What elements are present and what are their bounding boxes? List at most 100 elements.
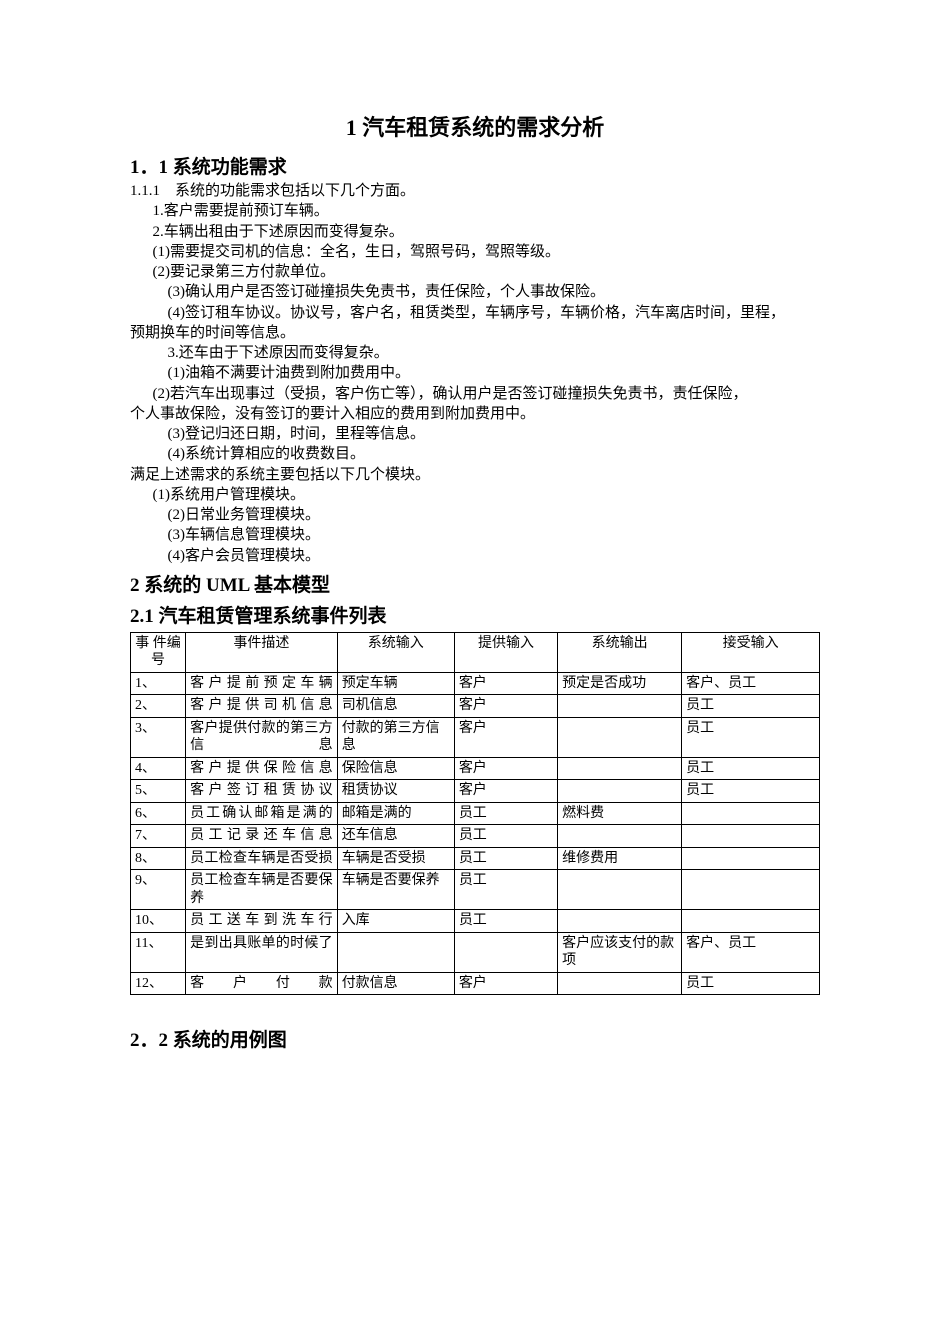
table-cell bbox=[558, 825, 682, 848]
table-cell: 员工 bbox=[682, 695, 820, 718]
section-2-1-heading: 2.1 汽车租赁管理系统事件列表 bbox=[130, 601, 820, 628]
req-line: (1)油箱不满要计油费到附加费用中。 bbox=[130, 363, 820, 383]
table-row: 3、客户提供付款的第三方信息付款的第三方信息客户员工 bbox=[131, 717, 820, 757]
col-header: 接受输入 bbox=[682, 632, 820, 672]
col-header: 提供输入 bbox=[454, 632, 557, 672]
req-line: 2.车辆出租由于下述原因而变得复杂。 bbox=[130, 222, 820, 242]
table-cell: 客户 bbox=[454, 717, 557, 757]
req-line: (1)需要提交司机的信息：全名，生日，驾照号码，驾照等级。 bbox=[130, 242, 820, 262]
req-line: (3)车辆信息管理模块。 bbox=[130, 525, 820, 545]
table-cell: 2、 bbox=[131, 695, 186, 718]
table-row: 6、员工确认邮箱是满的邮箱是满的员工燃料费 bbox=[131, 802, 820, 825]
col-header: 系统输入 bbox=[337, 632, 454, 672]
req-line: 3.还车由于下述原因而变得复杂。 bbox=[130, 343, 820, 363]
table-cell bbox=[558, 870, 682, 910]
table-cell: 司机信息 bbox=[337, 695, 454, 718]
table-cell: 员工 bbox=[454, 802, 557, 825]
section-1-1-heading: 1．1 系统功能需求 bbox=[130, 152, 820, 179]
req-line: 满足上述需求的系统主要包括以下几个模块。 bbox=[130, 465, 820, 485]
table-row: 2、客户提供司机信息司机信息客户 员工 bbox=[131, 695, 820, 718]
table-cell: 员工 bbox=[454, 910, 557, 933]
req-line: (4)客户会员管理模块。 bbox=[130, 546, 820, 566]
table-cell: 维修费用 bbox=[558, 847, 682, 870]
col-header: 系统输出 bbox=[558, 632, 682, 672]
col-header: 事 件编号 bbox=[131, 632, 186, 672]
table-cell: 还车信息 bbox=[337, 825, 454, 848]
table-cell bbox=[558, 972, 682, 995]
table-cell: 员工 bbox=[682, 780, 820, 803]
event-table: 事 件编号 事件描述 系统输入 提供输入 系统输出 接受输入 1、客户提前预定车… bbox=[130, 632, 820, 996]
table-cell: 8、 bbox=[131, 847, 186, 870]
table-cell: 员工送车到洗车行 bbox=[186, 910, 338, 933]
req-line: 个人事故保险，没有签订的要计入相应的费用到附加费用中。 bbox=[130, 404, 820, 424]
table-cell bbox=[682, 870, 820, 910]
req-line: (1)系统用户管理模块。 bbox=[130, 485, 820, 505]
table-cell: 3、 bbox=[131, 717, 186, 757]
req-line: (4)签订租车协议。协议号，客户名，租赁类型，车辆序号，车辆价格，汽车离店时间，… bbox=[130, 303, 820, 323]
section-2-heading: 2 系统的 UML 基本模型 bbox=[130, 570, 820, 597]
table-cell: 员工 bbox=[682, 757, 820, 780]
table-cell: 预定车辆 bbox=[337, 672, 454, 695]
table-cell: 员工 bbox=[454, 870, 557, 910]
table-cell: 燃料费 bbox=[558, 802, 682, 825]
table-cell: 客户 bbox=[454, 780, 557, 803]
table-cell: 入库 bbox=[337, 910, 454, 933]
table-cell bbox=[682, 910, 820, 933]
table-cell: 客户 bbox=[454, 672, 557, 695]
table-row: 11、是到出具账单的时候了客户应该支付的款项客户、员工 bbox=[131, 932, 820, 972]
table-cell: 客户签订租赁协议 bbox=[186, 780, 338, 803]
table-cell bbox=[558, 780, 682, 803]
table-cell: 客户提供保险信息 bbox=[186, 757, 338, 780]
table-cell bbox=[558, 695, 682, 718]
table-row: 10、员工送车到洗车行入库员工 bbox=[131, 910, 820, 933]
table-cell: 员工检查车辆是否受损 bbox=[186, 847, 338, 870]
col-header: 事件描述 bbox=[186, 632, 338, 672]
table-cell bbox=[558, 717, 682, 757]
table-cell: 客户、员工 bbox=[682, 932, 820, 972]
table-cell: 员工记录还车信息 bbox=[186, 825, 338, 848]
table-cell bbox=[682, 847, 820, 870]
table-cell: 付款的第三方信息 bbox=[337, 717, 454, 757]
table-cell bbox=[337, 932, 454, 972]
table-cell: 客户 bbox=[454, 695, 557, 718]
table-cell: 员工 bbox=[682, 972, 820, 995]
table-cell: 1、 bbox=[131, 672, 186, 695]
table-cell: 10、 bbox=[131, 910, 186, 933]
table-cell: 客户 bbox=[454, 972, 557, 995]
req-line: (3)登记归还日期，时间，里程等信息。 bbox=[130, 424, 820, 444]
req-line: 1.客户需要提前预订车辆。 bbox=[130, 201, 820, 221]
table-cell: 员工检查车辆是否要保养 bbox=[186, 870, 338, 910]
table-cell bbox=[682, 802, 820, 825]
table-cell: 预定是否成功 bbox=[558, 672, 682, 695]
table-cell: 客户提供司机信息 bbox=[186, 695, 338, 718]
table-cell: 7、 bbox=[131, 825, 186, 848]
table-row: 8、员工检查车辆是否受损车辆是否受损员工维修费用 bbox=[131, 847, 820, 870]
table-cell: 5、 bbox=[131, 780, 186, 803]
req-line: (2)日常业务管理模块。 bbox=[130, 505, 820, 525]
table-cell bbox=[454, 932, 557, 972]
document-page: 1 汽车租赁系统的需求分析 1．1 系统功能需求 1.1.1 系统的功能需求包括… bbox=[0, 0, 950, 1344]
table-cell: 4、 bbox=[131, 757, 186, 780]
line-1-1-1: 1.1.1 系统的功能需求包括以下几个方面。 bbox=[130, 181, 820, 201]
table-cell: 租赁协议 bbox=[337, 780, 454, 803]
table-header-row: 事 件编号 事件描述 系统输入 提供输入 系统输出 接受输入 bbox=[131, 632, 820, 672]
table-cell: 客户、员工 bbox=[682, 672, 820, 695]
table-cell bbox=[682, 825, 820, 848]
table-cell: 6、 bbox=[131, 802, 186, 825]
req-line: (2)若汽车出现事过（受损，客户伤亡等），确认用户是否签订碰撞损失免责书，责任保… bbox=[130, 384, 820, 404]
table-cell: 员工确认邮箱是满的 bbox=[186, 802, 338, 825]
req-line: (2)要记录第三方付款单位。 bbox=[130, 262, 820, 282]
section-2-2-heading: 2．2 系统的用例图 bbox=[130, 1025, 820, 1052]
table-cell: 客户提前预定车辆 bbox=[186, 672, 338, 695]
table-cell: 11、 bbox=[131, 932, 186, 972]
table-cell bbox=[558, 910, 682, 933]
table-row: 12、客户付款付款信息客户员工 bbox=[131, 972, 820, 995]
table-cell: 员工 bbox=[682, 717, 820, 757]
table-cell: 是到出具账单的时候了 bbox=[186, 932, 338, 972]
table-row: 5、客户签订租赁协议租赁协议客户 员工 bbox=[131, 780, 820, 803]
table-cell bbox=[558, 757, 682, 780]
table-cell: 客户 bbox=[454, 757, 557, 780]
table-cell: 车辆是否要保养 bbox=[337, 870, 454, 910]
table-body: 1、客户提前预定车辆预定车辆客户预定是否成功客户、员工2、客户提供司机信息司机信… bbox=[131, 672, 820, 995]
table-cell: 12、 bbox=[131, 972, 186, 995]
